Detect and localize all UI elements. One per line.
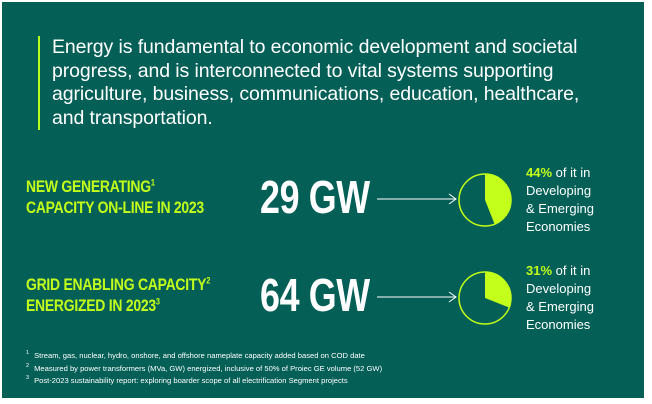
stat-description: 44% of it in Developing & Emerging Econo… xyxy=(526,164,641,236)
footnote-mark: 3 xyxy=(26,375,30,382)
desc-line4: Economies xyxy=(526,317,591,332)
desc-line4: Economies xyxy=(526,219,591,234)
footnote-marker: 3 xyxy=(155,296,160,307)
footnotes: 1 Stream, gas, nuclear, hydro, onshore, a… xyxy=(26,350,382,388)
desc-line1: of it in xyxy=(555,165,591,180)
stat-label: NEW GENERATING1 CAPACITY ON-LINE IN 2023 xyxy=(26,176,211,218)
footnote-mark: 2 xyxy=(26,362,30,369)
footnote: 3 Post-2023 sustainability report: explor… xyxy=(26,375,382,388)
pie-slice-share xyxy=(485,174,511,225)
stat-percent: 31% xyxy=(526,263,553,278)
desc-line3: & Emerging xyxy=(526,299,594,314)
stat-value: 64 GW xyxy=(260,269,370,321)
footnote: 2 Measured by power transformers (MVa, GW… xyxy=(26,363,382,376)
share-pie-chart xyxy=(458,271,512,325)
infographic-panel: Energy is fundamental to economic develo… xyxy=(2,2,644,398)
footnote-text: Stream, gas, nuclear, hydro, onshore, an… xyxy=(34,351,365,360)
stat-label-line2: ENERGIZED IN 2023 xyxy=(26,296,156,315)
pie-slice-share xyxy=(485,272,511,308)
stat-label-line1: GRID ENABLING CAPACITY xyxy=(26,275,207,294)
desc-line2: Developing xyxy=(526,183,592,198)
stat-value: 29 GW xyxy=(260,171,370,223)
footnote-text: Post-2023 sustainability report: explori… xyxy=(34,376,348,385)
desc-line1: of it in xyxy=(555,263,591,278)
stat-percent: 44% xyxy=(526,165,553,180)
share-pie-chart xyxy=(458,173,512,227)
arrow-right-icon xyxy=(377,193,457,205)
desc-line2: Developing xyxy=(526,281,592,296)
stat-label-line2: CAPACITY ON-LINE IN 2023 xyxy=(26,198,204,217)
stat-label-line1: NEW GENERATING xyxy=(26,177,151,196)
arrow-right-icon xyxy=(377,291,457,303)
footnote-marker: 2 xyxy=(206,275,211,286)
stat-row-grid: GRID ENABLING CAPACITY2 ENERGIZED IN 202… xyxy=(2,262,644,342)
desc-line3: & Emerging xyxy=(526,201,594,216)
footnote: 1 Stream, gas, nuclear, hydro, onshore, a… xyxy=(26,350,382,363)
footnote-marker: 1 xyxy=(150,177,155,188)
stat-row-generating: NEW GENERATING1 CAPACITY ON-LINE IN 2023… xyxy=(2,164,644,244)
footnote-text: Measured by power transformers (MVa, GW)… xyxy=(34,363,383,373)
intro-text: Energy is fundamental to economic develo… xyxy=(52,36,580,129)
footnote-mark: 1 xyxy=(26,350,30,357)
stat-label: GRID ENABLING CAPACITY2 ENERGIZED IN 202… xyxy=(26,274,211,316)
stat-description: 31% of it in Developing & Emerging Econo… xyxy=(526,262,641,334)
intro-quote: Energy is fundamental to economic develo… xyxy=(38,36,612,130)
